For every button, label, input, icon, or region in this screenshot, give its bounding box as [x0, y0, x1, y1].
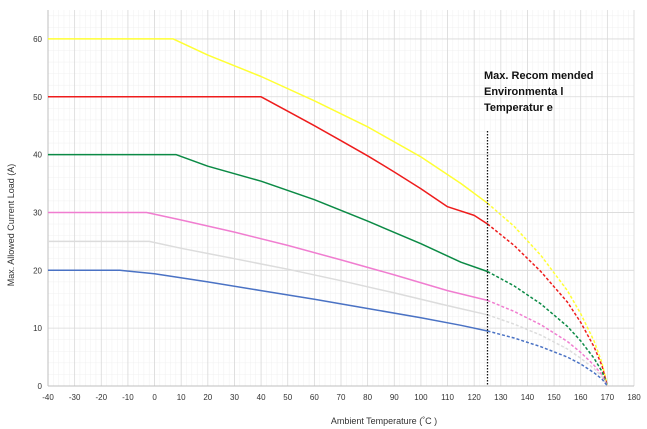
y-tick-label: 40 [33, 151, 42, 160]
grid [47, 10, 635, 387]
x-tick-label: 130 [494, 393, 508, 402]
x-tick-label: 20 [203, 393, 212, 402]
x-tick-label: 0 [152, 393, 157, 402]
series-3-dashed-line [487, 299, 609, 387]
x-tick-label: -10 [122, 393, 134, 402]
series-5-solid-line [48, 269, 488, 332]
x-tick-label: 90 [390, 393, 399, 402]
series-lines [48, 38, 609, 387]
series-5-dashed-line [487, 330, 608, 387]
series-4-dashed-line [487, 314, 609, 387]
y-tick-label: 10 [33, 324, 42, 333]
x-tick-label: 110 [441, 393, 454, 402]
x-tick-label: 100 [414, 393, 428, 402]
x-tick-label: -20 [95, 393, 107, 402]
x-tick-label: 40 [257, 393, 266, 402]
max-recommended-temperature-label: Max. Recom mended Environmenta l Tempera… [484, 70, 596, 114]
x-tick-label: 180 [627, 393, 641, 402]
series-2-dashed-line [487, 270, 609, 387]
series-0-solid-line [48, 38, 488, 204]
x-tick-label: 10 [177, 393, 186, 402]
y-tick-label: 50 [33, 93, 42, 102]
annotation-line-1: Max. Recom mended [484, 70, 593, 82]
x-tick-label: 70 [337, 393, 346, 402]
y-tick-label: 60 [33, 35, 42, 44]
series-1-solid-line [48, 96, 488, 225]
annotation-line-2: Environmenta l [484, 86, 563, 98]
x-tick-label: 60 [310, 393, 319, 402]
tick-labels: -40 -30 -20 -10 0 10 20 30 40 50 60 70 80 90 100 110 120… [33, 35, 641, 402]
x-tick-label: 80 [363, 393, 372, 402]
series-0-dashed-line [487, 202, 609, 387]
x-tick-label: 50 [283, 393, 292, 402]
y-tick-label: 20 [33, 266, 42, 275]
x-tick-label: 170 [601, 393, 615, 402]
series-3-solid-line [48, 211, 488, 302]
annotation-line-3: Temperatur e [484, 102, 553, 114]
y-axis-title: Max. Allowed Current Load (A) [6, 164, 16, 287]
x-tick-label: 160 [574, 393, 588, 402]
x-tick-label: 30 [230, 393, 239, 402]
y-tick-label: 0 [38, 382, 43, 391]
x-tick-label: 150 [547, 393, 561, 402]
series-4-solid-line [48, 240, 488, 316]
x-tick-label: -30 [69, 393, 81, 402]
series-2-solid-line [48, 153, 488, 273]
x-tick-label: -40 [42, 393, 54, 402]
series-1-dashed-line [487, 223, 609, 387]
x-tick-label: 140 [521, 393, 535, 402]
x-tick-label: 120 [468, 393, 482, 402]
x-axis-title: Ambient Temperature (˚C ) [331, 416, 437, 426]
y-tick-label: 30 [33, 208, 42, 217]
